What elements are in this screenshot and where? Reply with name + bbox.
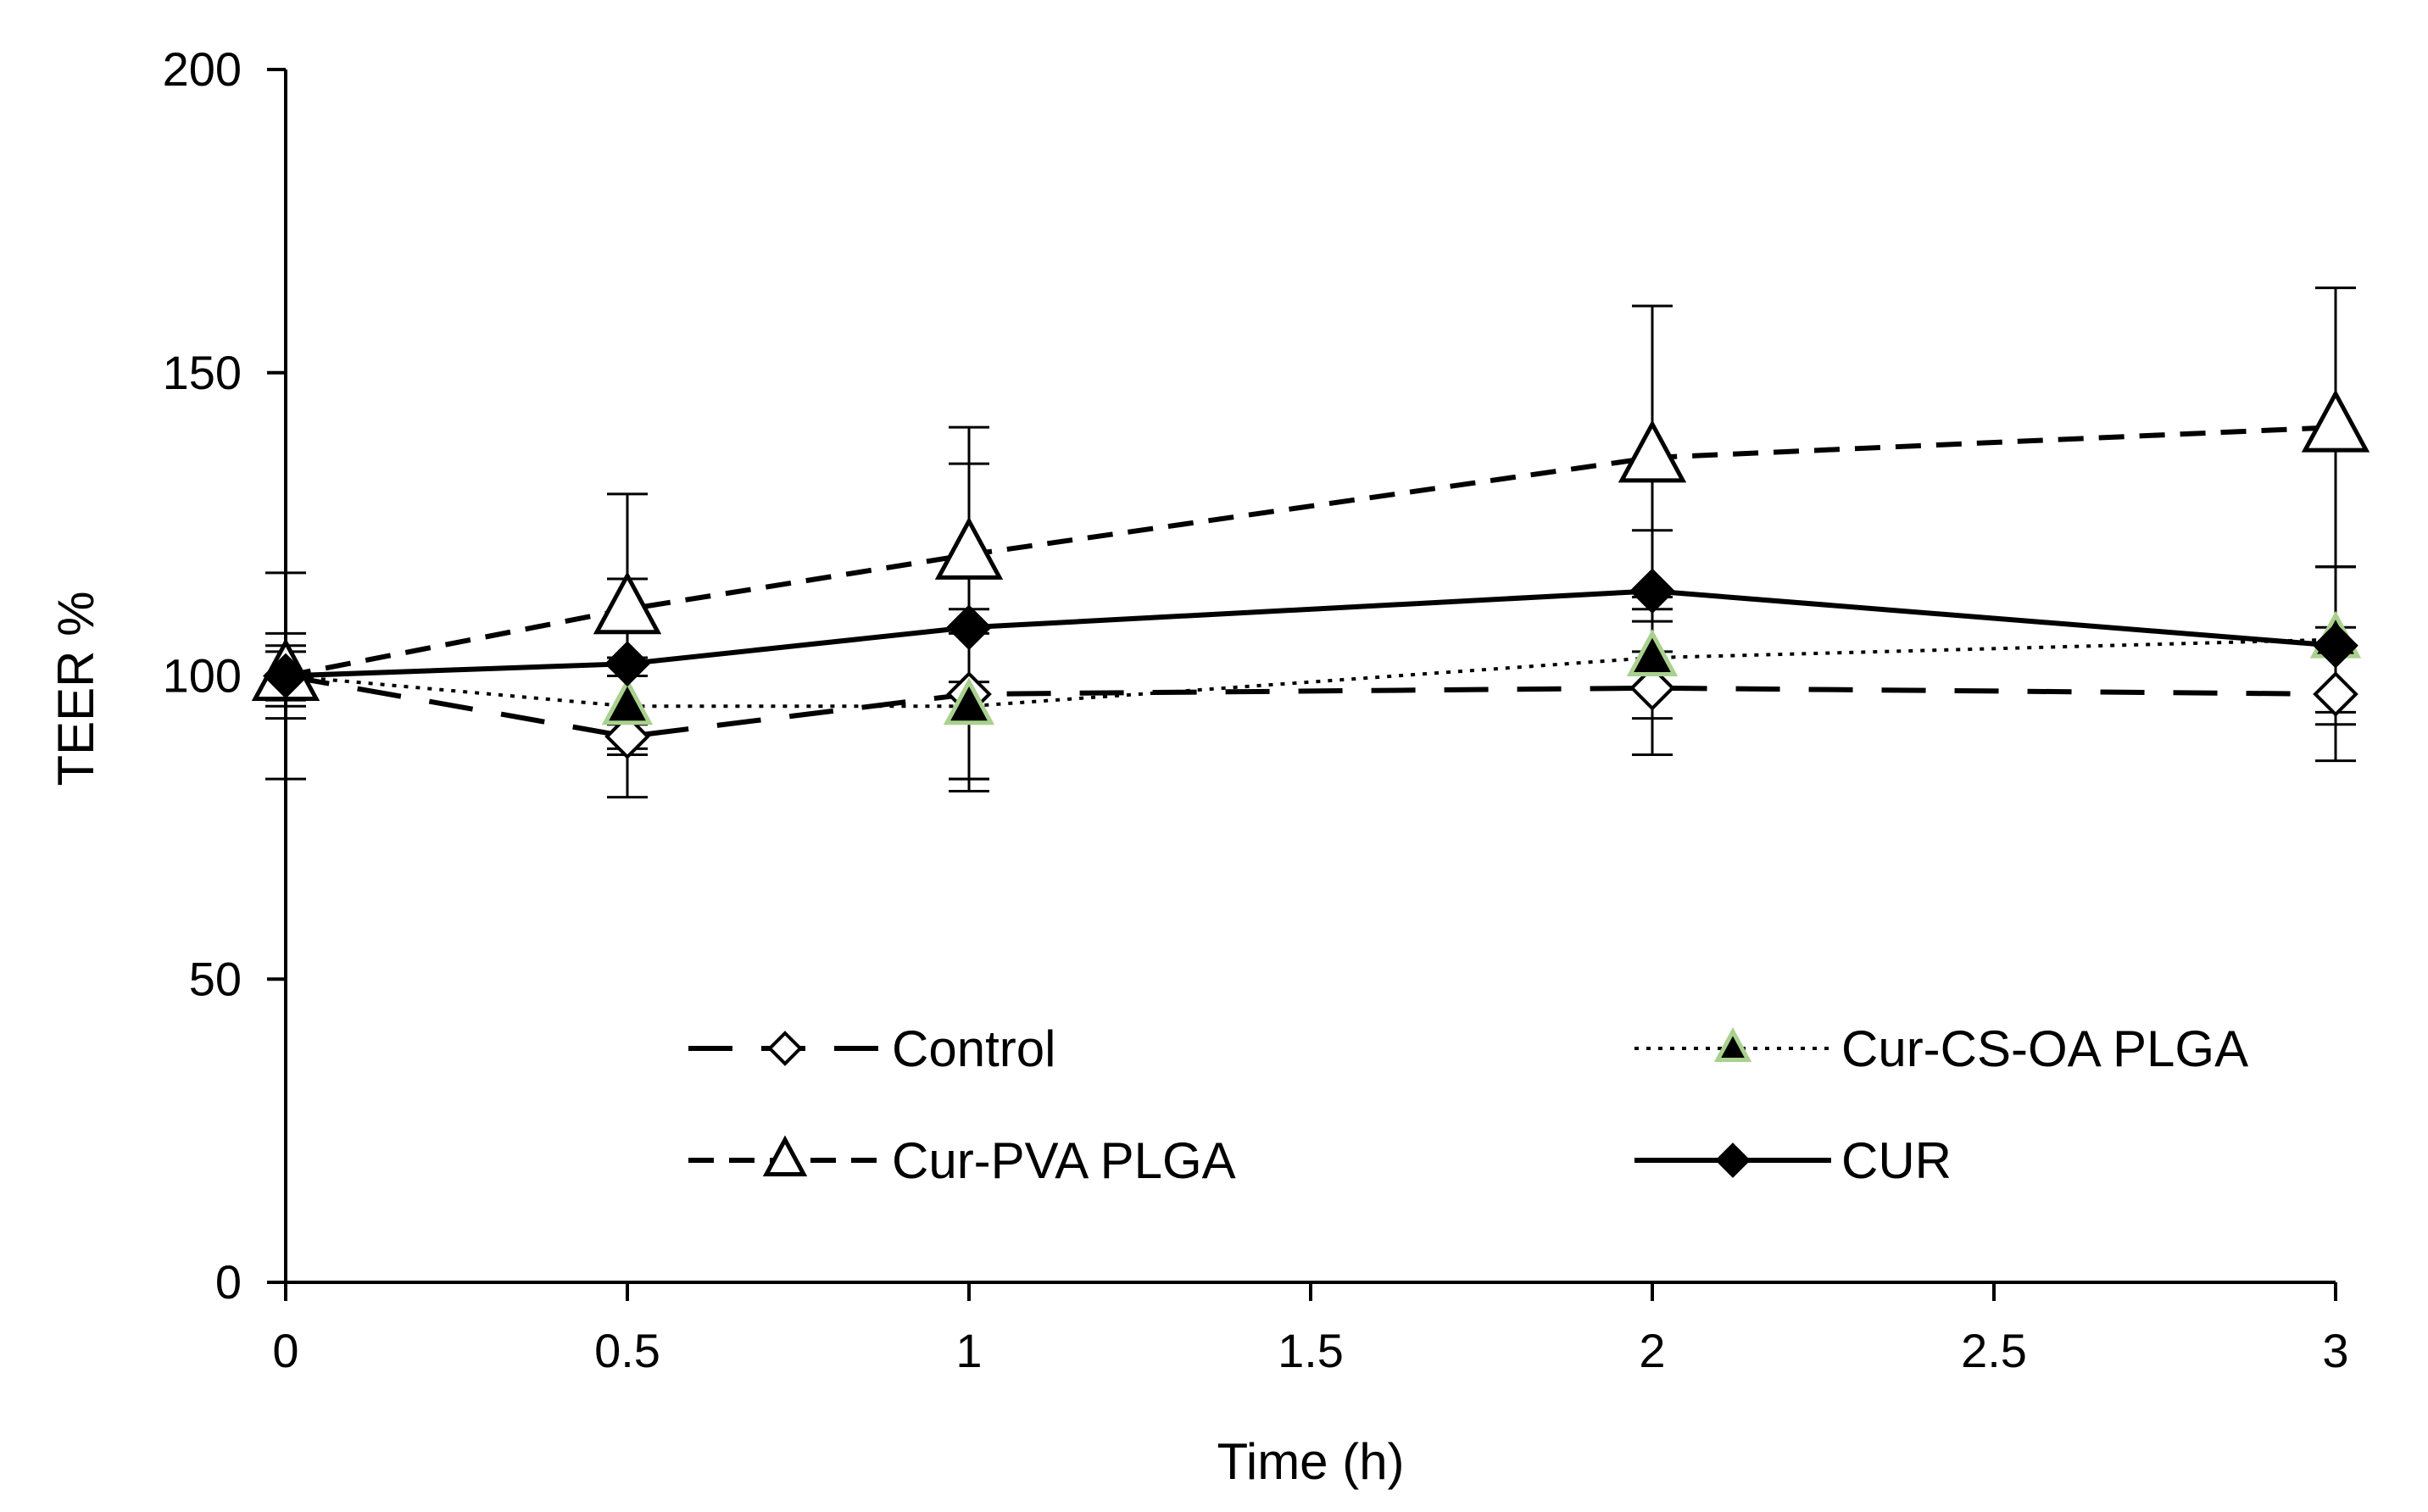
legend-item: CUR xyxy=(1634,1132,1952,1189)
legend-item: Cur-CS-OA PLGA xyxy=(1634,1020,2248,1077)
markers-cur xyxy=(263,568,2358,699)
legend: Control Cur-CS-OA PLGA Cur-PVA PLGA CUR xyxy=(688,1020,2248,1189)
filled-diamond-marker xyxy=(1629,568,1675,614)
legend-item: Cur-PVA PLGA xyxy=(688,1132,1236,1189)
filled-diamond-marker xyxy=(263,653,309,699)
filled-diamond-marker xyxy=(946,604,992,651)
series-line xyxy=(285,637,2336,709)
filled-triangle-marker xyxy=(1713,1026,1752,1062)
legend-label: CUR xyxy=(1841,1132,1952,1189)
open-diamond-marker xyxy=(604,714,650,759)
x-tick-label: 0 xyxy=(272,1324,298,1377)
y-tick-label: 200 xyxy=(163,42,242,96)
legend-label: Cur-PVA PLGA xyxy=(892,1132,1236,1189)
filled-triangle-marker xyxy=(601,677,654,725)
legend-item: Control xyxy=(688,1020,1055,1077)
open-diamond-marker xyxy=(2313,671,2358,717)
y-tick-label: 0 xyxy=(215,1255,242,1309)
series-control xyxy=(265,608,2356,799)
filled-diamond-marker xyxy=(604,641,650,687)
series-cur-cs-oa-plga xyxy=(265,565,2356,781)
series-line xyxy=(285,425,2336,679)
series-line xyxy=(285,673,2336,740)
open-triangle-marker xyxy=(934,516,1004,580)
filled-triangle-marker xyxy=(1626,629,1679,677)
x-axis-title: Time (h) xyxy=(1217,1433,1404,1490)
x-tick-label: 2 xyxy=(1639,1324,1665,1377)
y-axis-title: TEER % xyxy=(47,591,104,786)
filled-triangle-marker xyxy=(943,677,995,725)
x-tick-label: 0.5 xyxy=(594,1324,660,1377)
markers-control xyxy=(263,653,2358,759)
open-triangle-marker xyxy=(762,1135,808,1176)
axes: 0 50 100 150 200 0 0.5 1 1.5 2 2.5 3 Time (h) TEER % xyxy=(47,42,2349,1490)
open-diamond-marker xyxy=(767,1031,803,1066)
filled-diamond-marker xyxy=(2313,622,2358,669)
series-cur-pva-plga xyxy=(265,286,2356,726)
y-tick-label: 100 xyxy=(163,649,242,703)
x-tick-label: 1 xyxy=(955,1324,982,1377)
legend-label: Control xyxy=(892,1020,1055,1077)
y-tick-label: 150 xyxy=(163,346,242,399)
open-triangle-marker xyxy=(2301,389,2370,453)
markers-cur-pva-plga xyxy=(251,389,2370,701)
x-tick-label: 1.5 xyxy=(1278,1324,1344,1377)
x-tick-label: 2.5 xyxy=(1961,1324,2027,1377)
y-tick-label: 50 xyxy=(189,952,242,1005)
markers-cur-cs-oa-plga xyxy=(259,610,2362,725)
series-line xyxy=(285,588,2336,679)
series-cur xyxy=(265,462,2356,792)
open-triangle-marker xyxy=(593,570,662,635)
filled-diamond-marker xyxy=(1715,1142,1751,1178)
series-layer xyxy=(251,286,2370,799)
legend-label: Cur-CS-OA PLGA xyxy=(1841,1020,2248,1077)
open-diamond-marker xyxy=(1629,664,1675,711)
open-triangle-marker xyxy=(1618,420,1687,483)
x-tick-label: 3 xyxy=(2322,1324,2348,1377)
